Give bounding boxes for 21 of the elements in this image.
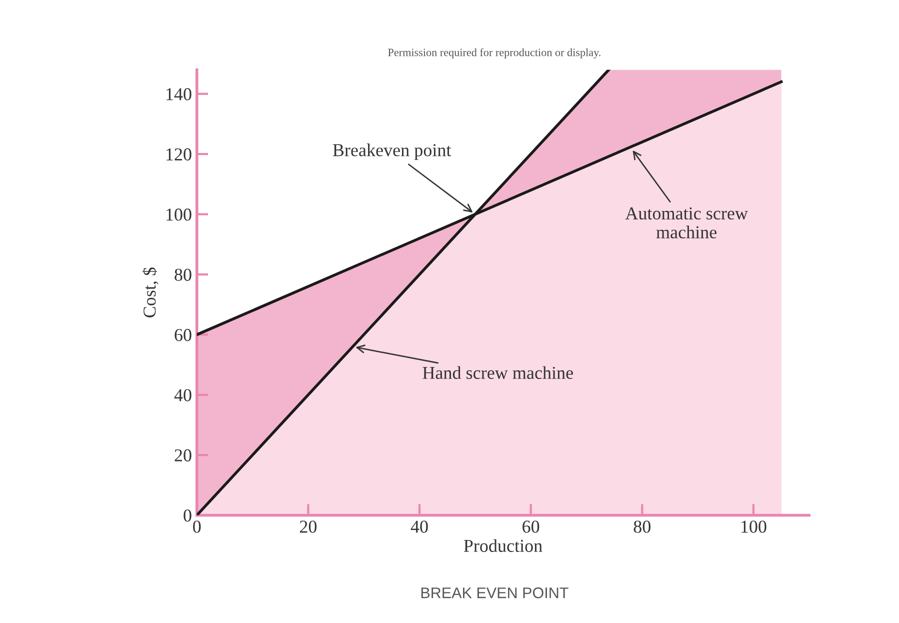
x-tick-label: 40: [410, 520, 428, 533]
text: Permission required for reproduction or display.: [388, 48, 600, 58]
y-tick-label: 40: [174, 389, 192, 402]
x-tick-label: 20: [300, 520, 317, 533]
y-tick-label: 0: [184, 509, 192, 522]
y-tick-label: 20: [174, 449, 192, 462]
text: BREAK EVEN POINT: [421, 587, 568, 598]
y-tick-label: 80: [174, 268, 192, 281]
y-axis-title: Cost, $: [142, 267, 158, 318]
x-tick-label: 0: [193, 520, 201, 533]
x-tick-label: 100: [741, 520, 766, 533]
x-axis-title: Production: [464, 539, 542, 552]
annotation: Breakeven point: [332, 144, 452, 160]
annotation: Hand screw machine: [422, 366, 573, 379]
x-tick-label: 80: [634, 520, 650, 533]
y-tick-label: 100: [166, 208, 192, 221]
y-tick-label: 140: [166, 88, 192, 100]
x-tick-label: 60: [522, 520, 540, 533]
annotation: Automatic screw machine: [625, 207, 748, 238]
y-tick-label: 120: [166, 148, 192, 160]
y-tick-label: 60: [174, 328, 192, 342]
